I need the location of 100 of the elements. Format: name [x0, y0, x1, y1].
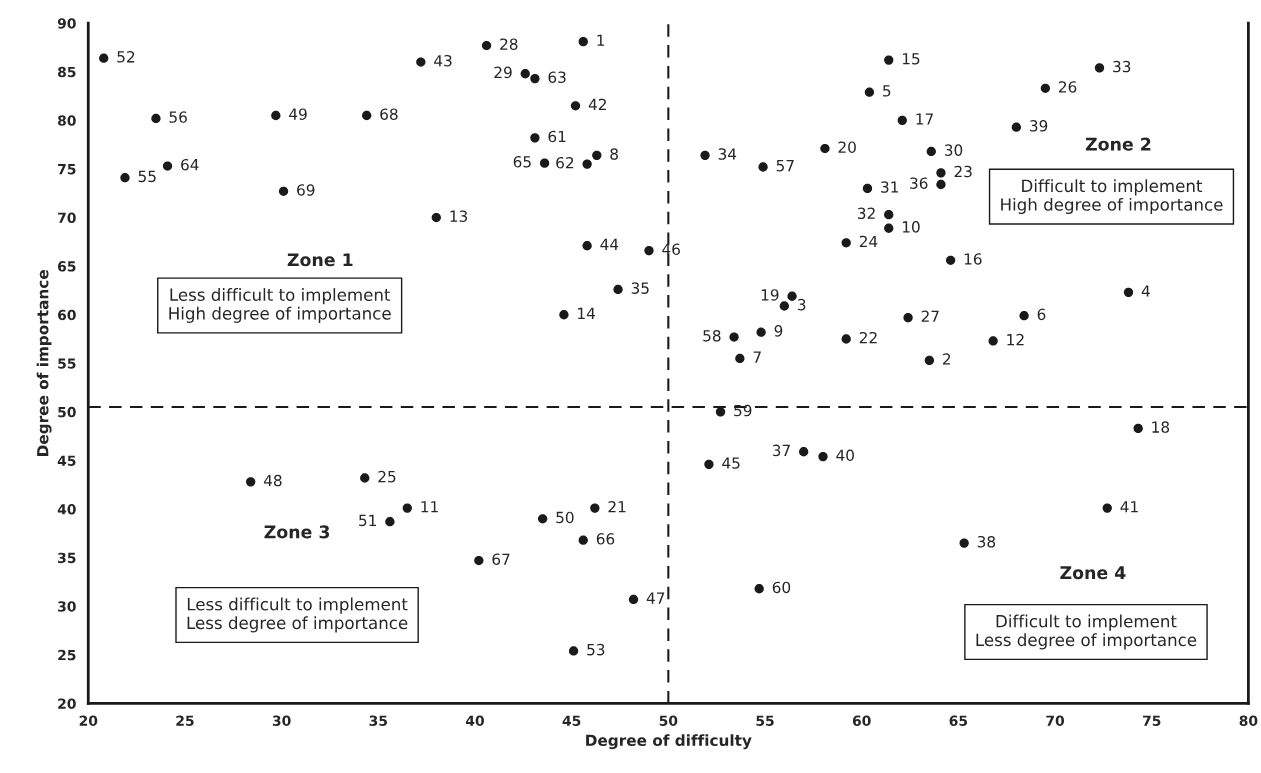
annotation: 47 — [646, 592, 665, 604]
annotation: 46 — [662, 243, 680, 256]
y-tick-label: 90 — [57, 18, 76, 29]
x-tick-label: 40 — [465, 715, 484, 726]
x-tick-label: 70 — [1046, 715, 1065, 726]
y-tick-label: 30 — [58, 601, 76, 612]
annotation: Difficult to implement High degree of importance — [1001, 179, 1223, 215]
annotation: 44 — [600, 238, 619, 250]
x-tick-label: 25 — [176, 715, 194, 726]
annotation: 12 — [1007, 333, 1024, 346]
x-tick-label: 20 — [79, 715, 98, 726]
annotation: Less difficult to implement High degree of importance — [169, 288, 391, 323]
annotation: 21 — [608, 500, 626, 513]
y-tick-label: 60 — [58, 309, 76, 321]
annotation: 3 — [798, 298, 806, 311]
annotation: 68 — [380, 108, 398, 120]
annotation: 33 — [1113, 60, 1131, 73]
annotation: 10 — [902, 221, 920, 233]
annotation: 1 — [597, 34, 605, 46]
annotation: 49 — [289, 108, 307, 120]
y-axis-title: Degree of importance — [36, 270, 52, 456]
annotation: 65 — [513, 156, 531, 168]
annotation: 30 — [944, 144, 963, 156]
y-tick-label: 75 — [58, 164, 76, 175]
annotation: 9 — [774, 325, 783, 337]
annotation: 48 — [263, 474, 282, 487]
annotation: 42 — [588, 98, 606, 111]
annotation: 58 — [703, 329, 721, 342]
annotation: Less difficult to implement Less degree of importance — [187, 597, 408, 633]
annotation: 28 — [500, 38, 518, 50]
y-tick-label: 40 — [57, 504, 76, 515]
annotation: 31 — [881, 181, 899, 193]
x-tick-label: 55 — [756, 715, 774, 726]
annotation: Zone 1 — [287, 253, 353, 267]
y-tick-label: 80 — [57, 115, 76, 126]
annotation: 63 — [548, 71, 566, 84]
annotation: 24 — [859, 235, 878, 248]
annotation: 52 — [117, 51, 135, 63]
annotation: 2 — [942, 353, 951, 365]
annotation: 55 — [138, 170, 156, 183]
annotation: 41 — [1120, 501, 1138, 513]
annotation: 20 — [838, 141, 856, 153]
x-tick-label: 35 — [369, 715, 387, 726]
annotation: 36 — [910, 177, 928, 189]
x-tick-label: 80 — [1239, 715, 1258, 726]
annotation: 61 — [548, 130, 566, 143]
annotation: 67 — [492, 553, 510, 566]
annotation: 16 — [964, 253, 982, 265]
annotation: 40 — [836, 449, 854, 462]
annotation: 43 — [434, 54, 452, 67]
y-tick-label: 25 — [58, 649, 76, 661]
x-tick-label: 30 — [272, 715, 291, 726]
annotation: 25 — [378, 470, 396, 483]
annotation: 45 — [722, 457, 740, 469]
x-tick-label: 75 — [1142, 715, 1161, 726]
annotation: 69 — [297, 184, 315, 196]
annotation: 60 — [772, 581, 791, 594]
annotation: 7 — [753, 351, 761, 363]
annotation: 4 — [1141, 285, 1150, 297]
annotation: 57 — [776, 160, 794, 172]
annotation: 5 — [883, 85, 891, 97]
annotation: 11 — [421, 501, 438, 513]
annotation: 50 — [556, 511, 574, 524]
annotation: 53 — [587, 643, 605, 656]
annotation: Zone 4 — [1060, 566, 1126, 580]
annotation: 27 — [921, 310, 939, 322]
annotation: 23 — [954, 165, 972, 178]
annotation: 29 — [494, 66, 512, 79]
y-tick-label: 65 — [58, 261, 76, 272]
annotation: Zone 2 — [1085, 137, 1151, 151]
annotation: 59 — [734, 404, 752, 417]
x-axis-title: Degree of difficulty — [586, 734, 752, 750]
annotation: 26 — [1058, 81, 1077, 93]
annotation: 19 — [761, 289, 779, 301]
annotation: Zone 3 — [264, 525, 330, 539]
y-tick-label: 50 — [58, 406, 76, 418]
x-tick-label: 60 — [852, 715, 871, 726]
annotation: 17 — [916, 113, 933, 125]
y-tick-label: 45 — [57, 455, 76, 466]
annotation: 22 — [859, 331, 877, 344]
annotation: 39 — [1030, 120, 1048, 132]
annotation: 56 — [169, 111, 187, 123]
x-tick-label: 50 — [659, 715, 678, 726]
annotation: 15 — [902, 53, 920, 65]
y-tick-label: 70 — [58, 212, 76, 224]
annotation: 32 — [857, 207, 875, 220]
annotation: 35 — [631, 282, 649, 294]
annotation: 8 — [610, 148, 618, 160]
annotation: 38 — [977, 535, 996, 548]
y-tick-label: 20 — [58, 698, 76, 709]
annotation: 13 — [450, 210, 468, 222]
x-tick-label: 45 — [562, 715, 581, 726]
y-tick-label: 85 — [57, 66, 76, 78]
annotation: 37 — [772, 444, 790, 457]
annotation: 6 — [1037, 308, 1046, 321]
annotation: Difficult to implement Less degree of importance — [976, 614, 1197, 650]
annotation: 18 — [1152, 421, 1170, 433]
annotation: 14 — [578, 307, 595, 319]
annotation: 64 — [181, 158, 199, 171]
x-tick-label: 65 — [949, 715, 968, 726]
